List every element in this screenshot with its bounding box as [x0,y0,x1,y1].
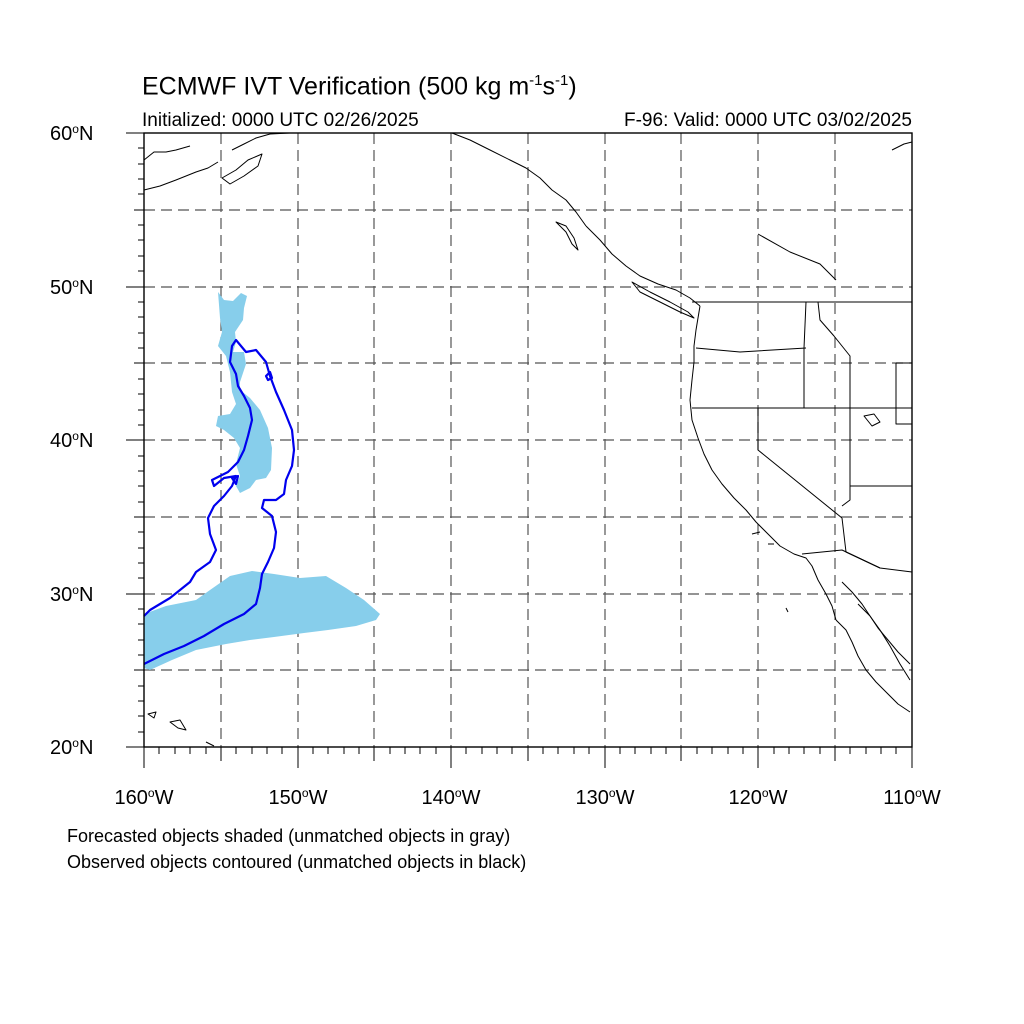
forecast-object-north [216,292,272,493]
great-salt-lake [863,413,881,427]
tick-marks [126,132,913,768]
lon-label-120w: 120oW [728,786,788,809]
forecast-ivt-objects [144,292,380,670]
nevada-california-border [692,407,843,519]
lon-label-110w: 110oW [883,786,941,809]
lat-label-60: 60oN [50,122,94,145]
lat-label-20: 20oN [50,736,94,759]
baja-peninsula [835,619,911,713]
wyoming-border [895,362,912,425]
lat-label-50: 50oN [50,276,94,299]
lon-label-150w: 150oW [268,786,328,809]
haida-gwaii [555,221,579,251]
arizona-border [841,517,913,573]
utah-border [850,407,912,487]
nevada-border [758,407,851,507]
oregon-border [695,347,807,353]
alaska-peninsula [143,145,219,191]
vancouver-island [631,281,695,319]
rockies-coast-top [891,141,913,151]
lat-label-30: 30oN [50,583,94,606]
kodiak-island [221,153,263,185]
bc-coast [585,225,701,307]
mexico-coast [857,603,911,681]
valid-time-label: F-96: Valid: 0000 UTC 03/02/2025 [624,110,912,131]
alaska-coast [231,132,291,151]
lon-label-140w: 140oW [421,786,481,809]
southeast-alaska [451,132,587,227]
observed-ivt-contour [143,338,296,665]
channel-islands [751,531,789,613]
initialized-label: Initialized: 0000 UTC 02/26/2025 [142,110,419,131]
us-mexico-border [801,549,881,569]
idaho-border [803,301,851,408]
forecast-legend-note: Forecasted objects shaded (unmatched obj… [67,826,511,846]
us-pacific-coast [689,305,837,621]
lon-label-160w: 160oW [114,786,174,809]
observed-legend-note: Observed objects contoured (unmatched ob… [67,852,527,872]
montana-border [757,233,837,281]
lat-label-40: 40oN [50,429,94,452]
map-title: ECMWF IVT Verification (500 kg m-1s-1) [142,72,577,101]
forecast-object-south [144,571,380,670]
hawaii-islands [147,711,215,747]
lon-label-130w: 130oW [575,786,635,809]
